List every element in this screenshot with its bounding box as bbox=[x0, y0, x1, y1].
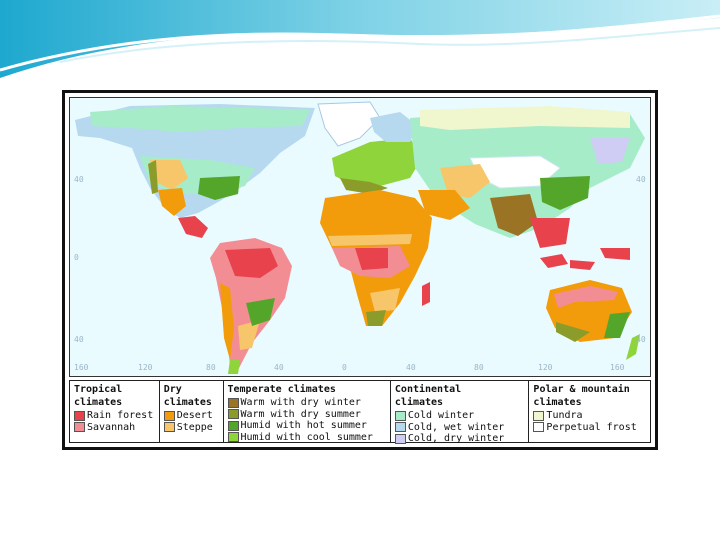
lat-label-equator: 0 bbox=[74, 253, 79, 262]
legend-swatch bbox=[533, 410, 545, 421]
legend-swatch bbox=[74, 422, 85, 433]
legend-label: Tundra bbox=[546, 410, 583, 422]
new-zealand-region bbox=[626, 334, 640, 360]
header-wave-decoration bbox=[0, 0, 720, 78]
legend-label: Rain forest bbox=[87, 410, 154, 422]
lat-label-north-right: 40 bbox=[636, 175, 646, 184]
legend-title: climates bbox=[394, 397, 444, 408]
legend-label: Humid with hot summer bbox=[240, 420, 367, 432]
southeast-asia-islands bbox=[540, 248, 630, 270]
legend-title: Dry bbox=[163, 384, 182, 395]
legend-label: Warm with dry winter bbox=[240, 397, 361, 409]
legend-group-temperate: Temperate climates Warm with dry winter … bbox=[224, 381, 391, 444]
legend-label: Desert bbox=[176, 410, 213, 422]
legend-label: Cold, wet winter bbox=[407, 421, 505, 433]
lon-label: 160 bbox=[610, 363, 625, 372]
legend-group-polar-mountain: Polar & mountain climates Tundra Perpetu… bbox=[529, 381, 650, 442]
legend-label: Perpetual frost bbox=[546, 421, 637, 433]
madagascar-region bbox=[422, 282, 430, 306]
legend-title: Temperate climates bbox=[227, 384, 336, 395]
legend-item-steppe: Steppe bbox=[163, 421, 219, 434]
legend-label: Savannah bbox=[87, 421, 136, 433]
lat-label-north: 40 bbox=[74, 175, 84, 184]
legend-item-desert: Desert bbox=[163, 410, 219, 422]
legend-item-rain-forest: Rain forest bbox=[74, 410, 155, 422]
australia-region bbox=[546, 280, 632, 342]
legend-swatch bbox=[533, 422, 545, 433]
legend-item-humid-cool-summer: Humid with cool summer bbox=[227, 431, 386, 444]
legend-group-tropical: Tropical climates Rain forest Savannah bbox=[70, 381, 160, 442]
world-map: 40 0 40 40 40 160 120 80 40 0 40 80 120 … bbox=[69, 97, 651, 377]
asia-region bbox=[410, 106, 645, 248]
legend-label: Steppe bbox=[176, 421, 213, 433]
legend-swatch bbox=[394, 410, 406, 421]
lat-label-south-right: 40 bbox=[636, 335, 646, 344]
legend-swatch bbox=[394, 422, 406, 433]
lon-label: 120 bbox=[538, 363, 553, 372]
legend-item-savannah: Savannah bbox=[74, 422, 155, 434]
legend-swatch bbox=[227, 409, 239, 420]
lon-label: 40 bbox=[406, 363, 416, 372]
legend-group-dry: Dry climates Desert Steppe bbox=[160, 381, 224, 442]
lon-label: 80 bbox=[206, 363, 216, 372]
legend-label: Humid with cool summer bbox=[240, 431, 373, 443]
africa-region bbox=[320, 190, 432, 326]
north-america-region bbox=[75, 104, 315, 238]
legend-title: climates bbox=[74, 397, 123, 408]
legend-swatch bbox=[74, 410, 85, 421]
climate-map-figure: 40 0 40 40 40 160 120 80 40 0 40 80 120 … bbox=[62, 90, 658, 450]
legend-item-cold-dry-winter: Cold, dry winter bbox=[394, 433, 525, 445]
legend-item-cold-winter: Cold winter bbox=[394, 410, 525, 422]
legend-group-continental: Continental climates Cold winter Cold, w… bbox=[391, 381, 530, 445]
lon-label: 120 bbox=[138, 363, 153, 372]
south-america-region bbox=[210, 238, 292, 370]
legend-swatch bbox=[227, 397, 239, 408]
legend-title: climates bbox=[163, 397, 212, 408]
map-legend: Tropical climates Rain forest Savannah D… bbox=[69, 380, 651, 445]
legend-item-humid-hot-summer: Humid with hot summer bbox=[227, 420, 386, 432]
legend-item-tundra: Tundra bbox=[533, 410, 646, 422]
legend-title: climates bbox=[533, 397, 582, 408]
greenland-region bbox=[317, 101, 381, 147]
legend-title: Continental bbox=[394, 384, 462, 395]
lon-label: 40 bbox=[274, 363, 284, 372]
europe-region bbox=[332, 112, 422, 194]
legend-label: Cold winter bbox=[407, 410, 475, 422]
lon-label: 80 bbox=[474, 363, 484, 372]
legend-title: Tropical bbox=[74, 384, 123, 395]
legend-swatch bbox=[394, 433, 406, 444]
legend-swatch bbox=[227, 432, 239, 443]
legend-swatch bbox=[163, 410, 175, 421]
legend-title: Polar & mountain bbox=[533, 384, 630, 395]
legend-swatch bbox=[163, 422, 175, 433]
lat-label-south: 40 bbox=[74, 335, 84, 344]
legend-item-perpetual-frost: Perpetual frost bbox=[533, 422, 646, 434]
legend-item-warm-dry-summer: Warm with dry summer bbox=[227, 408, 386, 421]
lon-label: 160 bbox=[74, 363, 89, 372]
legend-item-warm-dry-winter: Warm with dry winter bbox=[227, 397, 386, 409]
lon-label: 0 bbox=[342, 363, 347, 372]
legend-item-cold-wet-winter: Cold, wet winter bbox=[394, 421, 525, 434]
legend-label: Cold, dry winter bbox=[407, 433, 505, 445]
south-tip-region bbox=[228, 360, 240, 374]
legend-swatch bbox=[227, 420, 239, 431]
legend-label: Warm with dry summer bbox=[240, 408, 361, 420]
